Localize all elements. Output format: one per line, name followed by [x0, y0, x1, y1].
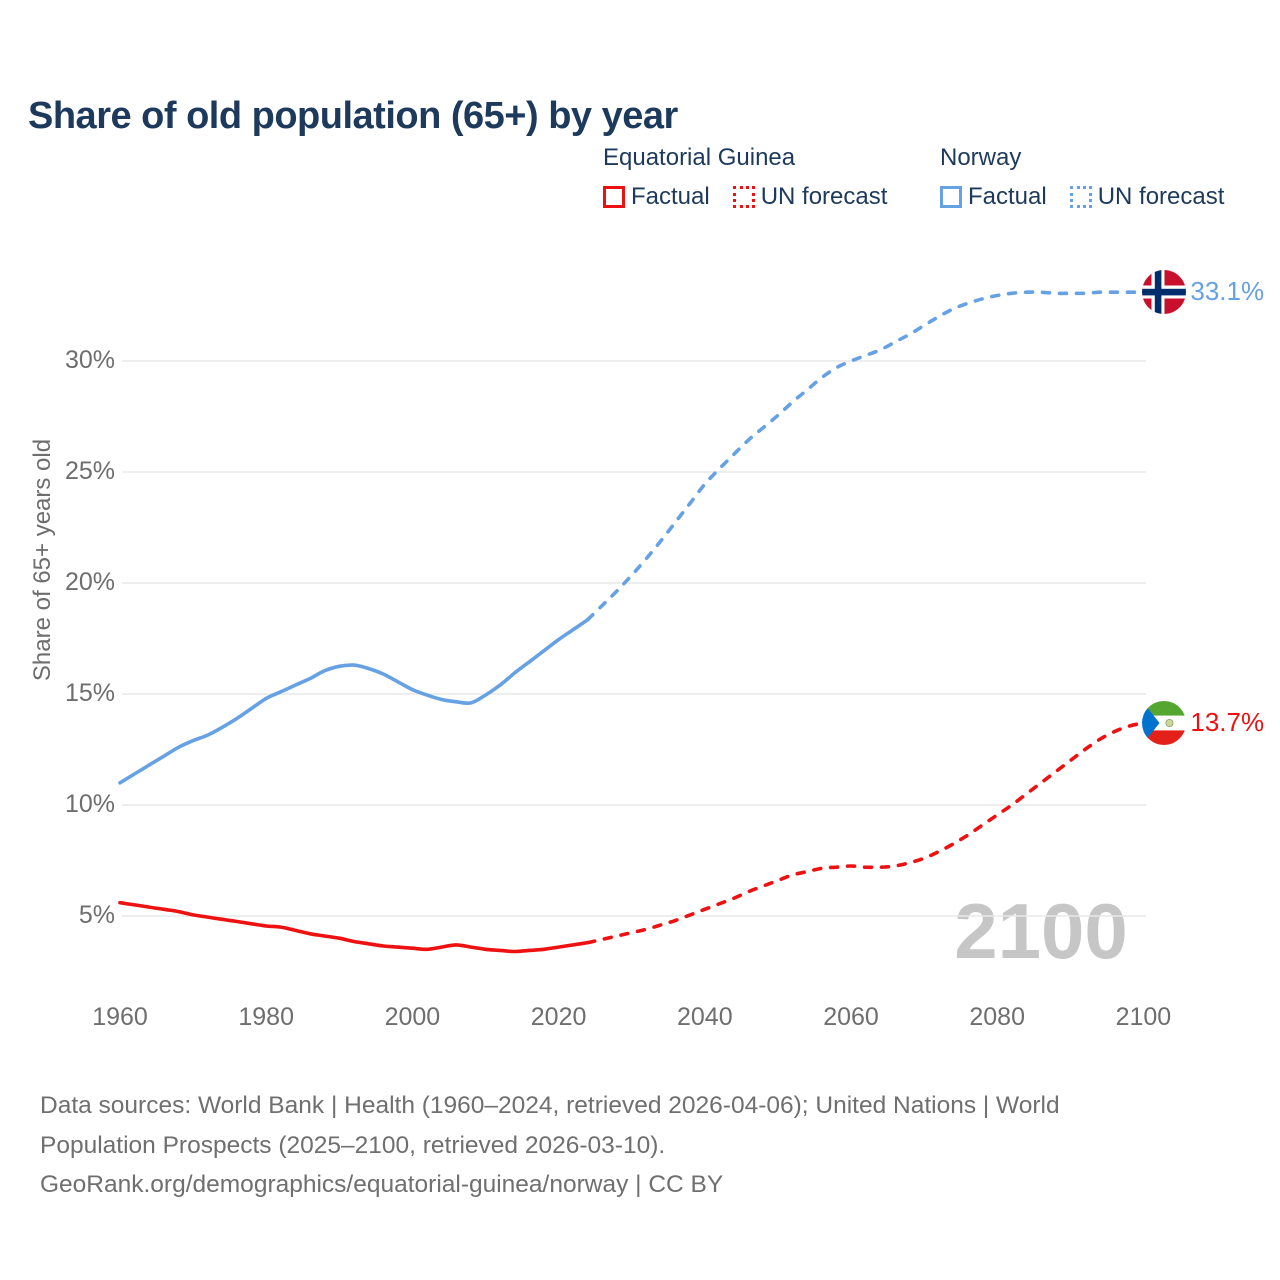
legend-item-label: UN forecast	[760, 183, 888, 210]
watermark-year: 2100	[954, 887, 1128, 975]
chart-canvas	[118, 290, 1146, 954]
legend-country-label: Equatorial Guinea	[603, 144, 796, 171]
x-tick-label: 2060	[823, 1003, 879, 1031]
y-tick-label: 15%	[64, 679, 115, 707]
caption-line: Population Prospects (2025–2100, retriev…	[40, 1131, 666, 1159]
x-tick-label: 1980	[238, 1003, 294, 1031]
series-line	[586, 290, 1146, 622]
x-tick-label: 2000	[384, 1003, 441, 1031]
legend-item-label: Factual	[968, 183, 1047, 210]
y-tick-label: 30%	[64, 346, 115, 374]
x-tick-label: 2100	[1115, 1003, 1172, 1031]
caption-line: Data sources: World Bank | Health (1960–…	[40, 1092, 1060, 1119]
legend-group-norway: Norway Factual UN forecast	[940, 144, 1224, 211]
checkbox-dotted-icon	[1069, 186, 1092, 208]
legend-item-eg-forecast[interactable]: UN forecast	[732, 183, 888, 211]
legend-item-no-factual[interactable]: Factual	[940, 183, 1047, 211]
legend-country-label: Norway	[940, 144, 1022, 171]
y-axis-title: Share of 65+ years old	[29, 438, 56, 682]
y-tick-label: 10%	[64, 790, 115, 818]
y-tick-label: 20%	[64, 568, 115, 596]
checkbox-dotted-icon	[732, 186, 755, 208]
x-tick-label: 2080	[969, 1003, 1025, 1031]
y-tick-label: 25%	[64, 457, 115, 485]
x-tick-label: 2020	[530, 1003, 587, 1031]
caption-line: GeoRank.org/demographics/equatorial-guin…	[40, 1171, 724, 1198]
norway-end-value-label: 33.1%	[1190, 276, 1265, 307]
checkbox-solid-icon	[940, 186, 962, 208]
legend-group-equatorial-guinea: Equatorial Guinea Factual UN forecast	[603, 144, 887, 211]
equatorial-guinea-flag-icon	[1142, 700, 1187, 745]
series-line	[586, 721, 1146, 945]
page-title: Share of old population (65+) by year	[28, 95, 678, 138]
series-line	[118, 900, 590, 954]
legend-item-no-forecast[interactable]: UN forecast	[1069, 183, 1225, 211]
x-tick-label: 1960	[92, 1003, 148, 1031]
y-tick-label: 5%	[78, 901, 115, 929]
checkbox-solid-icon	[603, 186, 625, 208]
data-sources-caption: Data sources: World Bank | Health (1960–…	[40, 1086, 1060, 1205]
norway-flag-icon	[1142, 270, 1187, 315]
series-line	[118, 617, 590, 785]
legend-item-eg-factual[interactable]: Factual	[603, 183, 710, 211]
legend-item-label: Factual	[631, 183, 710, 210]
x-tick-label: 2040	[676, 1003, 733, 1031]
legend-item-label: UN forecast	[1097, 183, 1225, 210]
equatorial-guinea-end-value-label: 13.7%	[1190, 706, 1265, 737]
